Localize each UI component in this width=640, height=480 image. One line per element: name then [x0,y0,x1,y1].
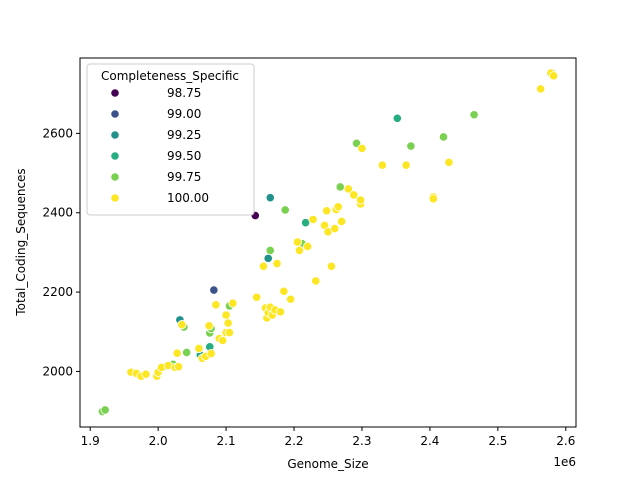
data-point [224,327,235,338]
data-point [438,132,449,142]
data-point [303,241,313,252]
data-point [280,205,290,215]
legend-box [86,63,255,216]
data-point [336,216,347,227]
data-point [536,84,546,94]
data-point [326,261,336,271]
data-point [335,182,345,192]
points-layer [97,68,559,417]
data-point [333,202,343,212]
data-point [265,193,275,203]
legend-marker [110,151,120,161]
x-tick-label: 2.6 [556,434,575,448]
legend-label: 100.00 [167,191,209,205]
data-point [444,157,454,167]
legend: Completeness_Specific 98.75 99.00 99.25 99.… [86,63,255,216]
y-tick-label: 2200 [42,285,73,299]
data-point [294,245,305,256]
data-point [343,184,353,194]
legend-label: 98.75 [167,86,201,100]
x-tick-label: 2.4 [420,434,439,448]
data-point [469,110,479,120]
data-point [292,237,303,247]
data-point [308,214,318,225]
legend-label: 99.25 [167,128,201,142]
data-point [406,141,416,151]
x-tick-label: 2.0 [149,434,168,448]
y-ticks: 2000 2200 2400 2600 [42,126,80,378]
legend-marker [110,130,120,140]
data-point [206,348,216,359]
plot-frame [79,57,577,428]
data-point [330,224,340,234]
data-point [275,307,286,317]
data-point [223,318,233,328]
data-point [279,286,289,296]
data-point [204,321,214,331]
x-tick-label: 2.2 [284,434,303,448]
data-point [228,298,238,308]
data-point [311,276,321,286]
data-point [177,320,187,330]
legend-marker [110,193,120,203]
data-point [194,343,204,354]
data-point [401,160,411,170]
data-point [221,310,231,320]
x-ticks: 1.9 2.0 2.1 2.2 2.3 2.4 2.5 2.6 [81,427,575,448]
data-point [357,143,367,154]
data-point [263,253,273,263]
data-point [258,261,269,271]
x-tick-label: 1.9 [81,434,100,448]
legend-title: Completeness_Specific [101,69,239,83]
data-point [252,292,262,302]
legend-entries: 98.75 99.00 99.25 99.50 99.75 100.00 [110,86,209,205]
data-point [356,195,366,205]
x-offset-label: 1e6 [553,455,576,469]
data-point [272,258,282,269]
data-point [100,405,110,415]
x-tick-label: 2.3 [352,434,371,448]
data-point [209,285,219,295]
y-tick-label: 2400 [42,206,73,220]
data-point [322,206,332,216]
data-point [265,245,275,256]
data-point [349,190,359,200]
data-point [182,347,192,358]
data-point [173,362,184,372]
data-point [392,113,402,123]
x-tick-label: 2.5 [488,434,507,448]
data-point [377,160,387,170]
x-tick-label: 2.1 [217,434,236,448]
x-axis-title: Genome_Size [287,457,368,471]
data-point [172,348,182,358]
legend-label: 99.50 [167,149,201,163]
data-point [428,194,438,204]
legend-marker [110,172,120,182]
data-point [218,335,228,346]
legend-label: 99.75 [167,170,201,184]
legend-marker [110,109,120,119]
y-axis-title: Total_Coding_Sequences [14,168,28,316]
y-tick-label: 2000 [42,364,73,378]
data-point [211,300,221,310]
legend-marker [110,88,120,98]
y-tick-label: 2600 [42,126,73,140]
data-point [141,369,151,379]
legend-label: 99.00 [167,107,201,121]
data-point [286,294,296,304]
data-point [548,71,559,81]
